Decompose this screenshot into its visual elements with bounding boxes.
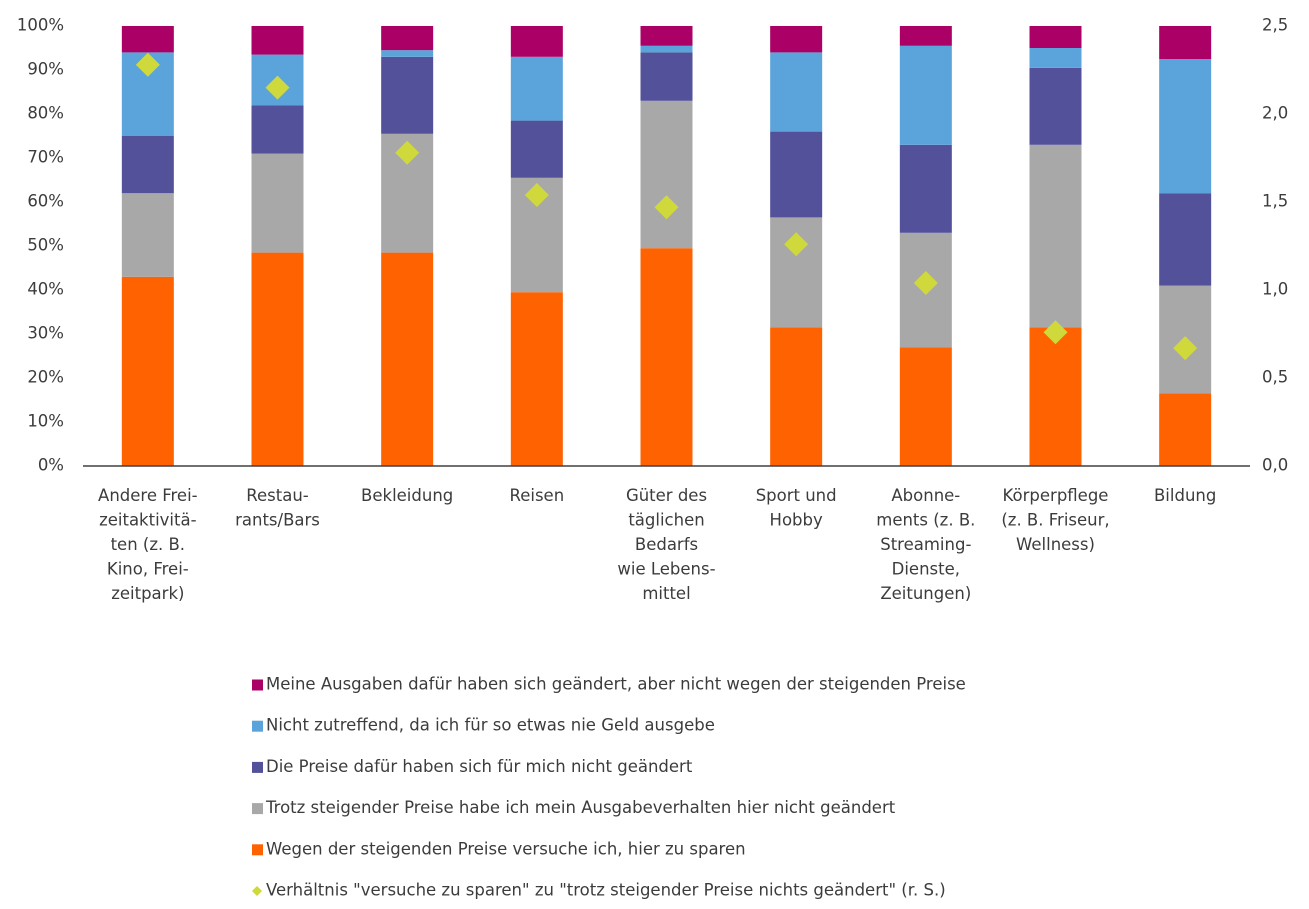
bar-segment [770,327,823,466]
y-tick-label: 10% [27,412,64,431]
bar-segment [1029,327,1082,466]
bar-segment [770,52,823,132]
bar-segment [640,100,693,249]
bar-segment [899,26,952,46]
bar-segment [1029,48,1082,68]
y-tick-label: 80% [27,104,64,123]
y-tick-label: 40% [27,280,64,299]
diamond-marker [524,182,549,207]
bar-segment [770,131,823,218]
bar-segment [381,252,434,466]
bar-segment [121,276,174,466]
x-tick-label: Sport und Hobby [756,486,837,530]
bar-segment [510,56,563,121]
bar-segment [251,26,304,55]
diamond-marker [1173,336,1198,361]
diamond-marker [135,52,160,77]
bar-segment [510,26,563,57]
bar-segment [510,292,563,466]
bar-segment [510,120,563,178]
y-tick-label: 100% [17,16,64,35]
diamond-marker [784,232,809,257]
legend-label: Die Preise dafür haben sich für mich nic… [266,757,693,776]
diamond-marker [913,270,938,295]
x-tick-label: Bildung [1154,486,1216,505]
x-tick-label: Körperpflege (z. B. Friseur, Wellness) [1001,486,1109,554]
bar-segment [770,26,823,53]
y-tick-label: 70% [27,148,64,167]
bar-segment [1029,67,1082,145]
bar-segment [121,136,174,194]
y2-tick-label: 2,5 [1262,16,1288,35]
y-tick-label: 50% [27,236,64,255]
legend-swatch [252,886,262,896]
x-tick-label: Andere Frei-zeitaktivitä-ten (z. B. Kino,… [98,486,198,603]
diamond-marker [395,140,420,165]
legend-swatch [252,761,263,773]
y2-tick-label: 1,0 [1262,280,1288,299]
bar-segment [899,144,952,233]
x-tick-label: Güter des täglichen Bedarfs wie Lebens-mitt… [617,486,715,603]
diamond-marker [654,195,679,220]
bar-segment [1029,144,1082,328]
legend-swatch [252,679,263,691]
y2-tick-label: 1,5 [1262,192,1288,211]
bar-segment [121,26,174,53]
y2-tick-label: 0,0 [1262,456,1288,475]
legend-swatch [252,844,263,856]
x-tick-label: Abonne-ments (z. B. Streaming-Dienste, Zei… [876,486,975,603]
x-tick-label: Bekleidung [361,486,453,505]
bar-segment [381,50,434,57]
y2-tick-label: 2,0 [1262,104,1288,123]
bar-segment [1159,393,1212,466]
bar-segment [1159,59,1212,194]
bar-segment [251,105,304,154]
bar-segment [640,52,693,101]
y-tick-label: 0% [38,456,64,475]
legend-swatch [252,803,263,815]
legend-label: Trotz steigender Preise habe ich mein Au… [265,798,896,817]
diamond-marker [1043,320,1068,345]
bar-segment [640,45,693,53]
y-tick-label: 30% [27,324,64,343]
bar-segment [1029,26,1082,48]
x-tick-label: Reisen [509,486,564,505]
y-tick-label: 60% [27,192,64,211]
bar-segment [640,248,693,466]
diamond-marker [265,75,290,100]
bar-segment [1159,193,1212,286]
bar-segment [251,153,304,253]
bar-segment [1159,26,1212,59]
bar-segment [381,56,434,134]
legend-label: Verhältnis "versuche zu sparen" zu "trot… [266,881,946,900]
legend-label: Wegen der steigenden Preise versuche ich… [266,839,746,858]
legend-swatch [252,720,263,732]
bar-segment [899,347,952,466]
y2-tick-label: 0,5 [1262,368,1288,387]
bar-segment [381,26,434,51]
legend-label: Nicht zutreffend, da ich für so etwas ni… [266,716,715,735]
bar-segment [640,26,693,46]
y-tick-label: 90% [27,60,64,79]
bar-segment [121,193,174,277]
bar-segment [899,45,952,145]
y-tick-label: 20% [27,368,64,387]
x-tick-label: Restau-rants/Bars [235,486,320,530]
bar-segment [251,252,304,466]
legend-label: Meine Ausgaben dafür haben sich geändert… [266,675,966,694]
